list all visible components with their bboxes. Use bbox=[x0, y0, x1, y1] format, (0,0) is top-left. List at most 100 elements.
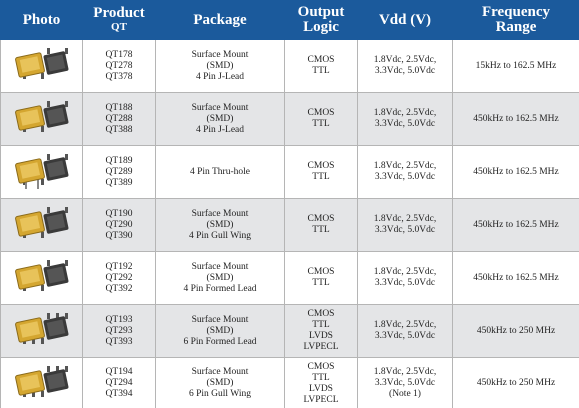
logic-text: LVDS bbox=[309, 331, 333, 341]
logic-text: CMOS bbox=[307, 161, 335, 171]
logic-text: TTL bbox=[312, 66, 330, 76]
product-code-cell: QT193 QT293 QT393 bbox=[82, 304, 156, 358]
frequency-cell: 450kHz to 250 MHz bbox=[452, 357, 579, 408]
vdd-text-cell: 1.8Vdc, 2.5Vdc, 3.3Vdc, 5.0Vdc bbox=[357, 198, 453, 252]
table-row: QT188 QT288 QT388 Surface Mount (SMD) 4 Pin J… bbox=[0, 92, 579, 146]
package-text: 6 Pin Formed Lead bbox=[183, 336, 257, 347]
logic-text: TTL bbox=[312, 320, 330, 330]
header-text: Range bbox=[495, 19, 537, 35]
product-code-cell: QT178 QT278 QT378 bbox=[82, 39, 156, 93]
vdd-text: 1.8Vdc, 2.5Vdc, bbox=[373, 267, 437, 277]
logic-text: TTL bbox=[312, 119, 330, 129]
package-text-cell: Surface Mount (SMD) 4 Pin J-Lead bbox=[155, 92, 285, 146]
vdd-text: 1.8Vdc, 2.5Vdc, bbox=[373, 108, 437, 118]
vdd-text: 3.3Vdc, 5.0Vdc bbox=[374, 119, 436, 129]
frequency-cell: 15kHz to 162.5 MHz bbox=[452, 39, 579, 93]
package-text-cell: Surface Mount (SMD) 6 Pin Gull Wing bbox=[155, 357, 285, 408]
package-text-cell: Surface Mount (SMD) 4 Pin Gull Wing bbox=[155, 198, 285, 252]
product-code: QT388 bbox=[105, 124, 133, 135]
vdd-text-cell: 1.8Vdc, 2.5Vdc, 3.3Vdc, 5.0Vdc (Note 1) bbox=[357, 357, 453, 408]
logic-text-cell: CMOS TTL bbox=[284, 198, 358, 252]
logic-text: CMOS bbox=[307, 361, 335, 372]
header-text: Output bbox=[297, 4, 345, 20]
product-photo bbox=[14, 207, 68, 238]
package-text: 4 Pin J-Lead bbox=[195, 71, 245, 82]
package-text-cell: Surface Mount (SMD) 6 Pin Formed Lead bbox=[155, 304, 285, 358]
vdd-text-cell: 1.8Vdc, 2.5Vdc, 3.3Vdc, 5.0Vdc bbox=[357, 92, 453, 146]
product-code: QT290 bbox=[105, 219, 133, 230]
table-row: QT192 QT292 QT392 Surface Mount (SMD) 4 Pin F… bbox=[0, 251, 579, 305]
package-text: (SMD) bbox=[206, 219, 234, 230]
package-text: Surface Mount bbox=[191, 49, 249, 60]
photo-cell bbox=[0, 92, 83, 146]
product-code: QT378 bbox=[105, 71, 133, 82]
table-row: QT194 QT294 QT394 Surface Mount (SMD) 6 Pin G… bbox=[0, 357, 579, 408]
package-text: (SMD) bbox=[206, 378, 234, 388]
table-row: QT193 QT293 QT393 Surface Mount (SMD) 6 Pin F… bbox=[0, 304, 579, 358]
package-text-cell: 4 Pin Thru-hole bbox=[155, 145, 285, 199]
package-text: (SMD) bbox=[206, 113, 234, 124]
product-code-cell: QT188 QT288 QT388 bbox=[82, 92, 156, 146]
product-photo bbox=[14, 101, 68, 132]
photo-cell bbox=[0, 39, 83, 93]
vdd-text: 3.3Vdc, 5.0Vdc bbox=[374, 331, 436, 341]
vdd-text-cell: 1.8Vdc, 2.5Vdc, 3.3Vdc, 5.0Vdc bbox=[357, 304, 453, 358]
table-row: QT189 QT289 QT389 4 Pin Thru-hole CMOS TTL 1.8… bbox=[0, 145, 579, 199]
header-text: Frequency bbox=[481, 4, 551, 20]
product-code: QT293 bbox=[105, 325, 133, 336]
product-code: QT278 bbox=[105, 60, 133, 71]
product-code: QT392 bbox=[105, 283, 133, 294]
logic-text: TTL bbox=[312, 172, 330, 182]
package-text: (SMD) bbox=[206, 325, 234, 336]
logic-text-cell: CMOS TTL bbox=[284, 251, 358, 305]
package-text: 4 Pin Formed Lead bbox=[183, 283, 257, 294]
vdd-text: (Note 1) bbox=[389, 389, 421, 399]
logic-text: CMOS bbox=[307, 309, 335, 319]
vdd-text-cell: 1.8Vdc, 2.5Vdc, 3.3Vdc, 5.0Vdc bbox=[357, 251, 453, 305]
product-code: QT394 bbox=[105, 389, 133, 399]
header-photo: Photo bbox=[0, 0, 83, 40]
table-body: QT178 QT278 QT378 Surface Mount (SMD) 4 Pin J… bbox=[0, 39, 579, 408]
package-text: Surface Mount bbox=[191, 314, 249, 325]
photo-cell bbox=[0, 304, 83, 358]
vdd-text: 1.8Vdc, 2.5Vdc, bbox=[373, 55, 437, 65]
product-code: QT390 bbox=[105, 230, 133, 241]
photo-cell bbox=[0, 357, 83, 408]
logic-text: CMOS bbox=[307, 267, 335, 277]
vdd-text: 3.3Vdc, 5.0Vdc bbox=[374, 66, 436, 76]
package-text: 4 Pin J-Lead bbox=[195, 124, 245, 135]
product-code: QT393 bbox=[105, 336, 133, 347]
logic-text-cell: CMOS TTL bbox=[284, 145, 358, 199]
vdd-text: 3.3Vdc, 5.0Vdc bbox=[374, 378, 436, 388]
logic-text: TTL bbox=[312, 372, 330, 383]
logic-text-cell: CMOS TTL LVDS LVPECL bbox=[284, 357, 358, 408]
header-row: Photo Product QT Package Output Logic Vdd … bbox=[0, 0, 579, 40]
package-text: (SMD) bbox=[206, 272, 234, 283]
product-code: QT289 bbox=[105, 166, 133, 177]
photo-cell bbox=[0, 198, 83, 252]
vdd-text: 1.8Vdc, 2.5Vdc, bbox=[373, 161, 437, 171]
product-code-cell: QT194 QT294 QT394 bbox=[82, 357, 156, 408]
header-text: Product bbox=[93, 5, 145, 21]
header-frequency: Frequency Range bbox=[452, 0, 579, 40]
package-text: Surface Mount bbox=[191, 367, 249, 377]
package-text-cell: Surface Mount (SMD) 4 Pin J-Lead bbox=[155, 39, 285, 93]
photo-cell bbox=[0, 251, 83, 305]
frequency-cell: 450kHz to 162.5 MHz bbox=[452, 92, 579, 146]
header-product: Product QT bbox=[82, 0, 156, 40]
vdd-text: 3.3Vdc, 5.0Vdc bbox=[374, 278, 436, 288]
photo-cell bbox=[0, 145, 83, 199]
product-code: QT188 bbox=[105, 102, 133, 113]
product-photo bbox=[14, 154, 68, 189]
product-code: QT178 bbox=[105, 49, 133, 60]
vdd-text-cell: 1.8Vdc, 2.5Vdc, 3.3Vdc, 5.0Vdc bbox=[357, 39, 453, 93]
logic-text-cell: CMOS TTL bbox=[284, 92, 358, 146]
vdd-text: 1.8Vdc, 2.5Vdc, bbox=[373, 214, 437, 224]
header-package: Package bbox=[155, 0, 285, 40]
vdd-text: 3.3Vdc, 5.0Vdc bbox=[374, 225, 436, 235]
product-code: QT189 bbox=[105, 155, 133, 166]
logic-text: CMOS bbox=[307, 108, 335, 118]
frequency-cell: 450kHz to 250 MHz bbox=[452, 304, 579, 358]
